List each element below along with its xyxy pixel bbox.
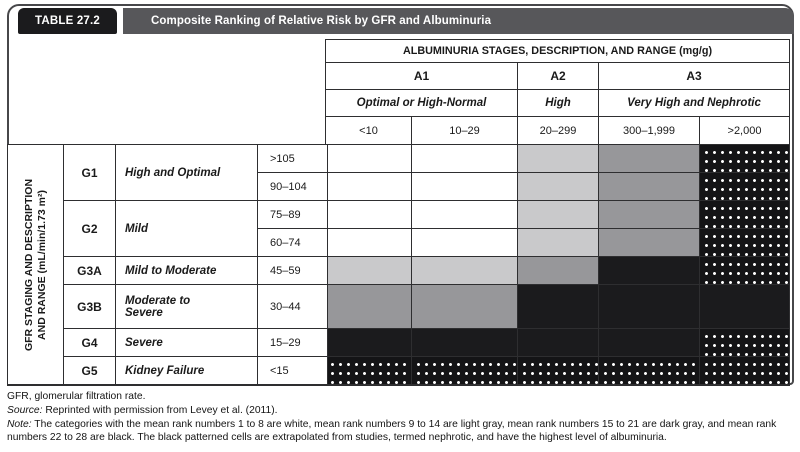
footnote-note-label: Note: <box>7 418 32 430</box>
risk-cell-r6c1-dark <box>326 285 411 328</box>
risk-cell-r8c4-dotted <box>599 357 699 384</box>
footnote-source-label: Source: <box>7 404 43 416</box>
stage-g3b-description: Moderate to Severe <box>116 285 257 328</box>
risk-cell-r8c2-dotted <box>412 357 517 384</box>
risk-cell-r4c2-white <box>412 229 517 256</box>
risk-grid: ALBUMINURIA STAGES, DESCRIPTION, AND RAN… <box>325 39 790 386</box>
risk-cell-r1c3-light <box>518 145 598 172</box>
risk-cell-r6c3-black <box>518 285 598 328</box>
gfr-axis-label: GFR STAGING AND DESCRIPTION AND RANGE (m… <box>8 145 63 384</box>
risk-cell-r7c5-dotted <box>700 329 789 356</box>
risk-cell-r5c5-dotted <box>700 257 789 284</box>
gfr-range-g1b: 90–104 <box>258 173 327 200</box>
stage-a1-description: Optimal or High-Normal <box>326 90 517 116</box>
table-title-bar: TABLE 27.2 Composite Ranking of Relative… <box>18 8 794 34</box>
risk-cell-r5c2-light <box>412 257 517 284</box>
risk-cell-r8c1-dotted <box>326 357 411 384</box>
risk-cell-r7c1-black <box>326 329 411 356</box>
risk-cell-r7c3-black <box>518 329 598 356</box>
risk-cell-r3c5-dotted <box>700 201 789 228</box>
risk-cell-r6c2-dark <box>412 285 517 328</box>
risk-cell-r1c2-white <box>412 145 517 172</box>
albuminuria-range-4: 300–1,999 <box>599 117 699 144</box>
stage-g3b-description-text: Moderate to Severe <box>125 294 191 319</box>
albuminuria-range-1: <10 <box>326 117 411 144</box>
risk-cell-r5c3-dark <box>518 257 598 284</box>
footnotes: GFR, glomerular filtration rate. Source:… <box>7 390 798 445</box>
stage-g4-description: Severe <box>116 329 257 356</box>
gfr-range-g2b: 60–74 <box>258 229 327 256</box>
stage-a2-description: High <box>518 90 598 116</box>
risk-cell-r7c4-black <box>599 329 699 356</box>
footnote-abbreviation: GFR, glomerular filtration rate. <box>7 391 146 402</box>
gfr-staging-grid: GFR STAGING AND DESCRIPTION AND RANGE (m… <box>7 144 328 386</box>
stage-g2: G2 <box>64 201 115 256</box>
table-frame: TABLE 27.2 Composite Ranking of Relative… <box>7 4 794 386</box>
table-number-tag: TABLE 27.2 <box>18 8 117 34</box>
stage-a3-description: Very High and Nephrotic <box>599 90 789 116</box>
stage-g3a-description: Mild to Moderate <box>116 257 257 284</box>
risk-cell-r2c2-white <box>412 173 517 200</box>
gfr-range-g4: 15–29 <box>258 329 327 356</box>
table-title: Composite Ranking of Relative Risk by GF… <box>123 8 794 34</box>
stage-g1: G1 <box>64 145 115 200</box>
footnote-note-text: The categories with the mean rank number… <box>7 418 777 444</box>
gfr-range-g1a: >105 <box>258 145 327 172</box>
gfr-range-g2a: 75–89 <box>258 201 327 228</box>
gfr-axis-label-line1: GFR STAGING AND DESCRIPTION <box>22 178 35 351</box>
gfr-range-g5: <15 <box>258 357 327 384</box>
risk-cell-r1c5-dotted <box>700 145 789 172</box>
footnote-note: Note: The categories with the mean rank … <box>7 418 798 446</box>
risk-cell-r6c4-black <box>599 285 699 328</box>
gfr-range-g3b: 30–44 <box>258 285 327 328</box>
gfr-axis-label-line2: AND RANGE (mL/min/1.73 m²) <box>35 189 48 340</box>
footnote-source-text: Reprinted with permission from Levey et … <box>42 404 278 416</box>
risk-cell-r6c5-black <box>700 285 789 328</box>
stage-g3b: G3B <box>64 285 115 328</box>
risk-cell-r4c4-dark <box>599 229 699 256</box>
gfr-range-g3a: 45–59 <box>258 257 327 284</box>
stage-a1: A1 <box>326 63 517 89</box>
albuminuria-range-2: 10–29 <box>412 117 517 144</box>
stage-g5-description: Kidney Failure <box>116 357 257 384</box>
risk-cell-r1c1-white <box>326 145 411 172</box>
stage-g5: G5 <box>64 357 115 384</box>
stage-g1-description: High and Optimal <box>116 145 257 200</box>
stage-g2-description: Mild <box>116 201 257 256</box>
risk-cell-r2c5-dotted <box>700 173 789 200</box>
risk-cell-r7c2-black <box>412 329 517 356</box>
risk-cell-r4c3-light <box>518 229 598 256</box>
stage-a2: A2 <box>518 63 598 89</box>
risk-cell-r3c3-light <box>518 201 598 228</box>
risk-cell-r1c4-dark <box>599 145 699 172</box>
stage-g3a: G3A <box>64 257 115 284</box>
footnote-source: Source: Reprinted with permission from L… <box>7 404 798 418</box>
stage-a3: A3 <box>599 63 789 89</box>
risk-cell-r5c4-black <box>599 257 699 284</box>
risk-cell-r5c1-light <box>326 257 411 284</box>
risk-cell-r2c3-light <box>518 173 598 200</box>
risk-cell-r2c4-dark <box>599 173 699 200</box>
risk-cell-r3c4-dark <box>599 201 699 228</box>
risk-cell-r8c5-dotted <box>700 357 789 384</box>
risk-cell-r8c3-dotted <box>518 357 598 384</box>
risk-cell-r3c2-white <box>412 201 517 228</box>
albuminuria-range-5: >2,000 <box>700 117 789 144</box>
stage-g4: G4 <box>64 329 115 356</box>
albuminuria-range-3: 20–299 <box>518 117 598 144</box>
risk-cell-r2c1-white <box>326 173 411 200</box>
risk-cell-r4c1-white <box>326 229 411 256</box>
risk-cell-r3c1-white <box>326 201 411 228</box>
risk-cell-r4c5-dotted <box>700 229 789 256</box>
albuminuria-header: ALBUMINURIA STAGES, DESCRIPTION, AND RAN… <box>326 40 789 62</box>
